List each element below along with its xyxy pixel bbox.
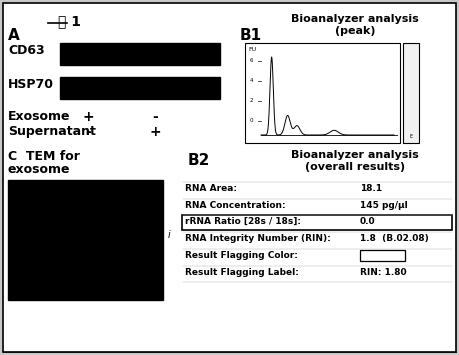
Bar xyxy=(403,43,419,143)
Text: FU: FU xyxy=(248,47,256,52)
Text: 1.8  (B.02.08): 1.8 (B.02.08) xyxy=(360,234,429,243)
Bar xyxy=(60,43,220,65)
Text: Result Flagging Label:: Result Flagging Label: xyxy=(185,268,299,277)
Text: rRNA Ratio [28s / 18s]:: rRNA Ratio [28s / 18s]: xyxy=(185,217,301,226)
Text: RNA Area:: RNA Area: xyxy=(185,184,237,193)
Text: CD63: CD63 xyxy=(8,44,45,57)
Text: 18.1: 18.1 xyxy=(360,184,382,193)
Text: 4: 4 xyxy=(250,78,253,83)
Text: RNA Integrity Number (RIN):: RNA Integrity Number (RIN): xyxy=(185,234,331,243)
Text: 0: 0 xyxy=(250,119,253,124)
Bar xyxy=(60,77,220,99)
Text: +: + xyxy=(149,125,161,139)
Bar xyxy=(360,250,405,261)
Text: E: E xyxy=(409,134,413,139)
Text: Result Flagging Color:: Result Flagging Color: xyxy=(185,251,298,260)
Text: 145 pg/µl: 145 pg/µl xyxy=(360,201,408,210)
Bar xyxy=(182,215,452,230)
Text: B2: B2 xyxy=(188,153,210,168)
Text: Bioanalyzer analysis: Bioanalyzer analysis xyxy=(291,14,419,24)
Text: HSP70: HSP70 xyxy=(8,78,54,91)
Text: 2: 2 xyxy=(250,98,253,104)
Text: 6: 6 xyxy=(250,59,253,64)
Text: (overall results): (overall results) xyxy=(305,162,405,172)
Text: Exosome: Exosome xyxy=(8,110,71,123)
Text: C  TEM for: C TEM for xyxy=(8,150,80,163)
Text: -: - xyxy=(85,125,91,139)
Text: i: i xyxy=(168,230,171,240)
Text: RNA Concentration:: RNA Concentration: xyxy=(185,201,285,210)
Bar xyxy=(8,180,163,300)
Bar xyxy=(245,43,400,143)
Text: Supernatant: Supernatant xyxy=(8,125,96,138)
Text: RIN: 1.80: RIN: 1.80 xyxy=(360,268,407,277)
Text: Bioanalyzer analysis: Bioanalyzer analysis xyxy=(291,150,419,160)
Text: exosome: exosome xyxy=(8,163,71,176)
Text: B1: B1 xyxy=(240,28,262,43)
Text: 0.0: 0.0 xyxy=(360,217,375,226)
Text: A: A xyxy=(8,28,20,43)
Text: (peak): (peak) xyxy=(335,26,375,36)
Text: -: - xyxy=(152,110,158,124)
Text: +: + xyxy=(82,110,94,124)
Text: 图 1: 图 1 xyxy=(58,14,82,28)
